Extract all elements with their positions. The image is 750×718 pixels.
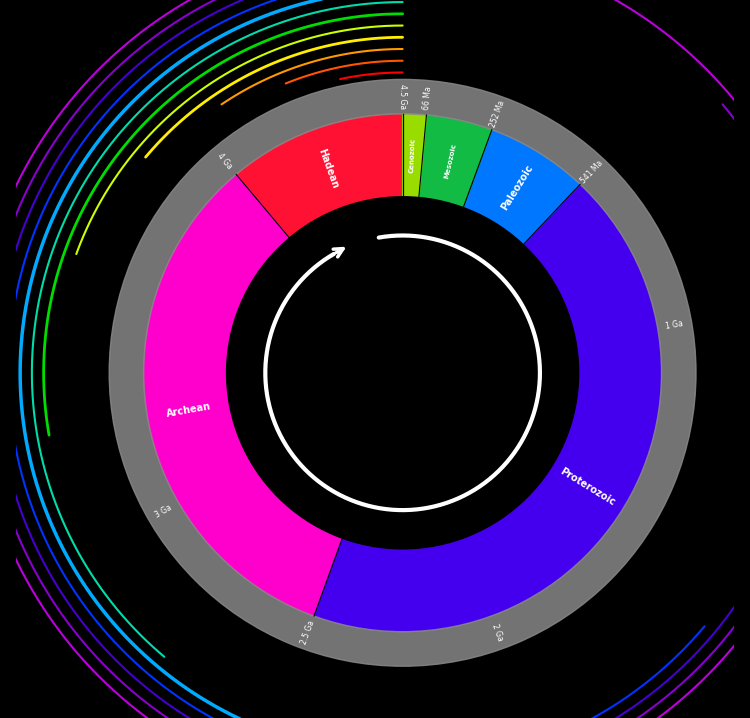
Text: 2 Ga: 2 Ga <box>490 623 504 642</box>
Wedge shape <box>314 185 662 632</box>
Text: 66 Ma: 66 Ma <box>422 85 433 110</box>
Text: Proterozoic: Proterozoic <box>558 466 617 508</box>
Text: Paleozoic: Paleozoic <box>500 163 535 213</box>
Circle shape <box>226 197 579 549</box>
Wedge shape <box>110 80 696 666</box>
Wedge shape <box>144 174 343 616</box>
Wedge shape <box>419 115 492 208</box>
Text: 3 Ga: 3 Ga <box>154 503 173 519</box>
Text: Archean: Archean <box>165 401 211 419</box>
Wedge shape <box>464 130 580 245</box>
Text: 4 Ga: 4 Ga <box>216 151 234 171</box>
Text: Mesozoic: Mesozoic <box>443 142 458 179</box>
Text: Hadean: Hadean <box>316 147 340 190</box>
Text: Cenozoic: Cenozoic <box>409 138 416 173</box>
Text: 4.5 Ga: 4.5 Ga <box>398 84 407 109</box>
Text: 252 Ma: 252 Ma <box>489 99 507 129</box>
Text: 1 Ga: 1 Ga <box>665 319 684 331</box>
Text: 2.5 Ga: 2.5 Ga <box>300 619 316 645</box>
Text: 541 Ma: 541 Ma <box>579 159 605 185</box>
Wedge shape <box>403 114 427 197</box>
Wedge shape <box>236 114 403 238</box>
